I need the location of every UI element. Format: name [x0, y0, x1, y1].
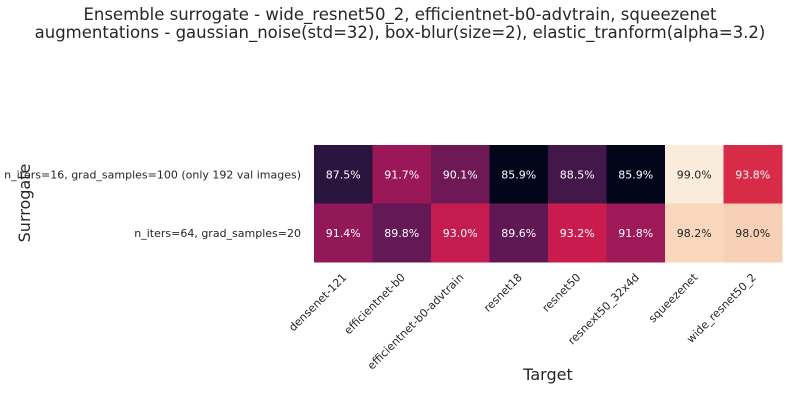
heatmap-cell	[489, 145, 549, 204]
chart-title-line-1: Ensemble surrogate - wide_resnet50_2, ef…	[83, 5, 717, 25]
cell-value-label: 93.0%	[443, 227, 478, 240]
cell-value-label: 91.4%	[326, 227, 361, 240]
x-tick-label: efficientnet-b0	[342, 271, 408, 337]
heatmap-cell	[548, 145, 607, 204]
heatmap-cell	[665, 145, 724, 204]
y-tick-label: n_iters=16, grad_samples=100 (only 192 v…	[4, 168, 301, 181]
y-axis-title: Surrogate	[15, 164, 34, 243]
heatmap-cells: 87.5% 91.7% 90.1% 85.9% 88.5% 85.9% 99.0% 93.8%…	[314, 145, 783, 263]
y-tick-label: n_iters=64, grad_samples=20	[134, 227, 301, 240]
heatmap-cell	[372, 203, 432, 263]
heatmap-cell	[606, 203, 666, 263]
cell-value-label: 93.8%	[735, 168, 770, 181]
heatmap-cell	[314, 145, 373, 204]
x-axis-title: Target	[522, 365, 573, 384]
x-tick-label: densenet-121	[286, 271, 349, 334]
chart-title-line-2: augmentations - gaussian_noise(std=32), …	[35, 23, 766, 43]
cell-value-label: 88.5%	[560, 168, 595, 181]
heatmap-cell	[314, 203, 373, 263]
x-tick-label: resnet18	[481, 271, 525, 315]
cell-value-label: 90.1%	[443, 168, 478, 181]
cell-value-label: 85.9%	[618, 168, 653, 181]
heatmap-cell	[723, 145, 783, 204]
cell-value-label: 98.2%	[677, 227, 712, 240]
cell-value-label: 89.8%	[384, 227, 419, 240]
heatmap-cell	[665, 203, 724, 263]
heatmap-cell	[431, 145, 490, 204]
x-tick-label: squeezenet	[646, 270, 701, 325]
cell-value-label: 87.5%	[326, 168, 361, 181]
heatmap-cell	[548, 203, 607, 263]
cell-value-label: 99.0%	[677, 168, 712, 181]
heatmap-cell	[606, 145, 666, 204]
heatmap-cell	[723, 203, 783, 263]
cell-value-label: 98.0%	[735, 227, 770, 240]
cell-value-label: 91.7%	[384, 168, 419, 181]
cell-value-label: 85.9%	[501, 168, 536, 181]
cell-value-label: 89.6%	[501, 227, 536, 240]
cell-value-label: 91.8%	[618, 227, 653, 240]
x-tick-label: resnet50	[540, 271, 584, 315]
heatmap-cell	[431, 203, 490, 263]
heatmap-cell	[489, 203, 549, 263]
cell-value-label: 93.2%	[560, 227, 595, 240]
heatmap-cell	[372, 145, 432, 204]
x-tick-label: efficientnet-b0-advtrain	[365, 271, 466, 372]
